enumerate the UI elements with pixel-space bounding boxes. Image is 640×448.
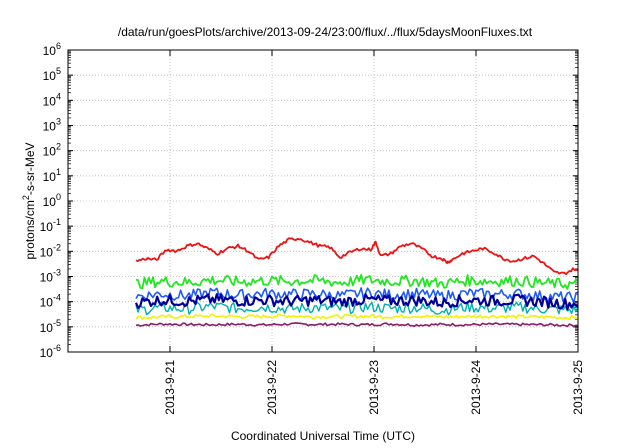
series-layer (134, 237, 578, 328)
x-tick-label: 2013-9-25 (571, 360, 585, 415)
y-tick-label-exp: 5 (56, 66, 61, 76)
y-tick-label-exp: -2 (53, 242, 61, 252)
y-tick-label-exp: 4 (56, 91, 61, 101)
y-tick-label-base: 10 (43, 69, 57, 83)
y-tick-label-base: 10 (40, 321, 54, 335)
series-line-5 (135, 273, 578, 290)
y-tick-label: 103 (43, 117, 61, 134)
series-line-3 (135, 287, 578, 304)
y-tick-label-exp: -1 (53, 217, 61, 227)
x-axis-label: Coordinated Universal Time (UTC) (231, 429, 415, 443)
y-tick-label: 10-5 (40, 318, 61, 335)
y-tick-label-base: 10 (40, 271, 54, 285)
y-tick-label-exp: -3 (53, 268, 61, 278)
y-tick-label: 10-6 (40, 343, 61, 360)
y-tick-label: 100 (43, 192, 61, 209)
y-axis-label-base: protons/cm (23, 200, 37, 259)
series-line-0 (135, 322, 578, 328)
y-tick-label: 10-4 (40, 293, 61, 310)
y-tick-label-base: 10 (40, 296, 54, 310)
y-axis-ticks: 10610510410310210110010-110-210-310-410-… (40, 41, 578, 360)
y-tick-label: 104 (43, 91, 61, 108)
series-line-2 (135, 300, 578, 316)
y-tick-label: 10-3 (40, 268, 61, 285)
y-tick-label: 101 (43, 167, 61, 184)
y-axis-label: protons/cm2-s-sr-MeV (21, 142, 37, 259)
x-axis-ticks: 2013-9-21 2013-9-22 2013-9-23 2013-9-24 2013… (163, 50, 585, 415)
y-tick-label: 105 (43, 66, 61, 83)
y-tick-label-exp: 3 (56, 117, 61, 127)
y-tick-label-exp: 0 (56, 192, 61, 202)
series-line-4 (134, 293, 578, 311)
plot-area (134, 237, 578, 328)
y-tick-label: 102 (43, 142, 61, 159)
y-tick-label: 106 (43, 41, 61, 58)
series-line-6 (135, 237, 578, 276)
y-tick-label: 10-2 (40, 242, 61, 259)
plot-frame (67, 49, 579, 353)
x-tick-label: 2013-9-23 (367, 360, 381, 415)
y-tick-label-exp: -6 (53, 343, 61, 353)
y-tick-label-exp: -5 (53, 318, 61, 328)
x-tick-label: 2013-9-24 (469, 360, 483, 415)
y-tick-label-exp: 2 (56, 142, 61, 152)
y-axis-label-rest: -s-sr-MeV (23, 142, 37, 195)
y-tick-label-base: 10 (40, 245, 54, 259)
y-tick-label-base: 10 (43, 195, 57, 209)
x-tick-label: 2013-9-21 (163, 360, 177, 415)
y-tick-label: 10-1 (40, 217, 61, 234)
y-tick-label-exp: -4 (53, 293, 61, 303)
y-tick-label-exp: 1 (56, 167, 61, 177)
x-tick-label: 2013-9-22 (265, 360, 279, 415)
y-tick-label-base: 10 (43, 145, 57, 159)
y-tick-label-base: 10 (40, 220, 54, 234)
y-tick-label-base: 10 (43, 170, 57, 184)
y-axis-label-sup: 2 (21, 195, 31, 200)
y-tick-label-exp: 6 (56, 41, 61, 51)
chart-title: /data/run/goesPlots/archive/2013-09-24/2… (118, 25, 533, 39)
y-tick-label-base: 10 (43, 44, 57, 58)
y-tick-label-base: 10 (43, 94, 57, 108)
series-line-1 (135, 313, 578, 321)
y-tick-label-base: 10 (40, 346, 54, 360)
y-tick-label-base: 10 (43, 120, 57, 134)
